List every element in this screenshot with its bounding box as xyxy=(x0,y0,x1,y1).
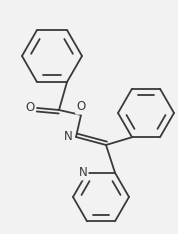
Text: O: O xyxy=(76,100,86,113)
Text: N: N xyxy=(64,131,72,143)
Text: N: N xyxy=(79,166,87,179)
Text: O: O xyxy=(25,102,35,114)
